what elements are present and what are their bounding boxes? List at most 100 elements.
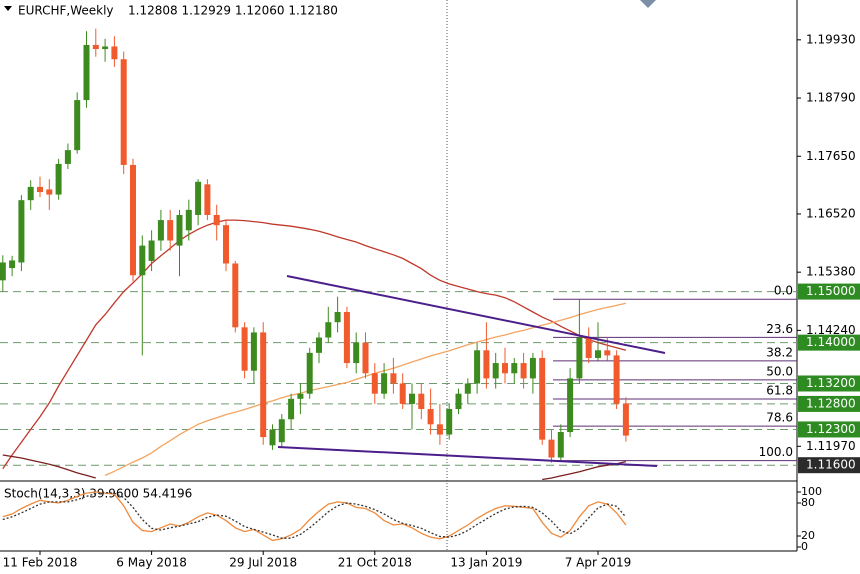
- candle-body: [130, 164, 136, 276]
- y-tick-label: 1.18790: [806, 91, 856, 105]
- candle-body: [64, 150, 71, 164]
- level-badge: [798, 457, 860, 474]
- level-label: 1.15000: [806, 284, 856, 298]
- candle-body: [74, 100, 81, 151]
- fibo-label: 100.0: [759, 445, 793, 459]
- candle-body: [176, 214, 183, 246]
- candle-body: [446, 409, 453, 435]
- indicator-tick-label: 80: [801, 496, 815, 509]
- candle-body: [148, 240, 155, 261]
- y-tick-label: 1.17650: [806, 149, 856, 163]
- candle-body: [511, 363, 518, 374]
- candle-body: [529, 357, 536, 379]
- candle-body: [316, 337, 322, 353]
- fibo-label: 50.0: [766, 364, 793, 378]
- candle-body: [613, 355, 620, 404]
- candle-body: [334, 312, 341, 323]
- x-tick-label: 13 Jan 2019: [450, 556, 522, 570]
- symbol-icon: [4, 6, 12, 11]
- candle-body: [325, 322, 332, 338]
- candle-body: [157, 220, 164, 241]
- fibo-label: 23.6: [766, 322, 793, 336]
- candle-body: [604, 350, 611, 356]
- level-label: 1.12300: [806, 422, 856, 436]
- candle-body: [306, 352, 313, 394]
- candle-body: [0, 262, 6, 281]
- candle-body: [111, 46, 118, 60]
- candle-body: [576, 337, 583, 379]
- fibo-label: 78.6: [766, 411, 793, 425]
- level-label: 1.13200: [806, 376, 856, 390]
- candle-body: [567, 378, 574, 432]
- indicator-tick-label: 0: [801, 540, 808, 553]
- candle-body: [18, 200, 25, 263]
- candle-body: [195, 181, 202, 215]
- fibo-label: 61.8: [766, 383, 793, 397]
- chart-title: EURCHF,Weekly: [18, 4, 114, 18]
- candle-body: [139, 245, 146, 276]
- candle-body: [492, 363, 499, 379]
- candle-body: [585, 337, 592, 358]
- candle-body: [464, 383, 471, 394]
- candle-body: [37, 186, 43, 192]
- candle-body: [55, 163, 62, 195]
- trend-line: [277, 446, 658, 467]
- y-tick-label: 1.16520: [806, 206, 856, 220]
- candle-body: [418, 393, 425, 410]
- candle-body: [120, 59, 127, 165]
- candle-body: [455, 393, 462, 410]
- x-tick-label: 21 Oct 2018: [338, 556, 412, 570]
- candle-body: [260, 332, 267, 438]
- candle-body: [539, 357, 546, 440]
- candle-body: [269, 429, 276, 446]
- level-badge: [798, 395, 860, 412]
- y-tick-label: 1.14240: [806, 323, 856, 337]
- candle-body: [250, 332, 257, 371]
- candle-body: [223, 225, 229, 264]
- moving-average: [2, 219, 627, 470]
- candle-body: [502, 363, 508, 374]
- candle-body: [520, 363, 527, 379]
- candle-body: [474, 350, 481, 384]
- candle-body: [427, 409, 434, 425]
- y-tick-label: 1.19930: [806, 32, 856, 46]
- candle-body: [353, 342, 360, 364]
- candle-body: [362, 342, 369, 374]
- candle-body: [371, 373, 378, 394]
- price-panel: [0, 28, 797, 480]
- candle-body: [595, 350, 601, 358]
- level-label: 1.14000: [806, 335, 856, 349]
- candle-body: [46, 189, 53, 195]
- level-label: 1.11600: [806, 458, 856, 472]
- candle-body: [381, 373, 388, 394]
- candle-body: [390, 373, 397, 384]
- candle-body: [9, 260, 16, 269]
- level-badge: [798, 283, 860, 300]
- candle-body: [204, 184, 211, 215]
- stochastic-line: [2, 491, 627, 539]
- candle-body: [288, 398, 295, 420]
- candle-body: [436, 424, 443, 435]
- shift-marker: [640, 0, 656, 8]
- candle-body: [185, 209, 192, 231]
- candle-body: [399, 383, 406, 404]
- level-badge: [798, 334, 860, 351]
- candle-body: [409, 393, 415, 404]
- level-badge: [798, 421, 860, 438]
- candle-body: [343, 312, 350, 364]
- moving-average: [2, 454, 96, 479]
- indicator-tick-label: 20: [801, 529, 815, 542]
- candle-body: [83, 44, 90, 101]
- indicator-tick-label: 100: [801, 485, 822, 498]
- candle-body: [557, 432, 564, 458]
- overlay: 1.15000 1.14000 1.13200 1.12800 1.12300 1.116…: [759, 283, 860, 474]
- candle-body: [548, 439, 555, 458]
- candle-body: [622, 403, 629, 436]
- candle-body: [241, 327, 248, 371]
- level-label: 1.12800: [806, 396, 856, 410]
- level-badge: [798, 375, 860, 392]
- candle-body: [102, 46, 109, 50]
- indicator-title: Stoch(14,3,3) 39.9600 54.4196: [4, 487, 192, 501]
